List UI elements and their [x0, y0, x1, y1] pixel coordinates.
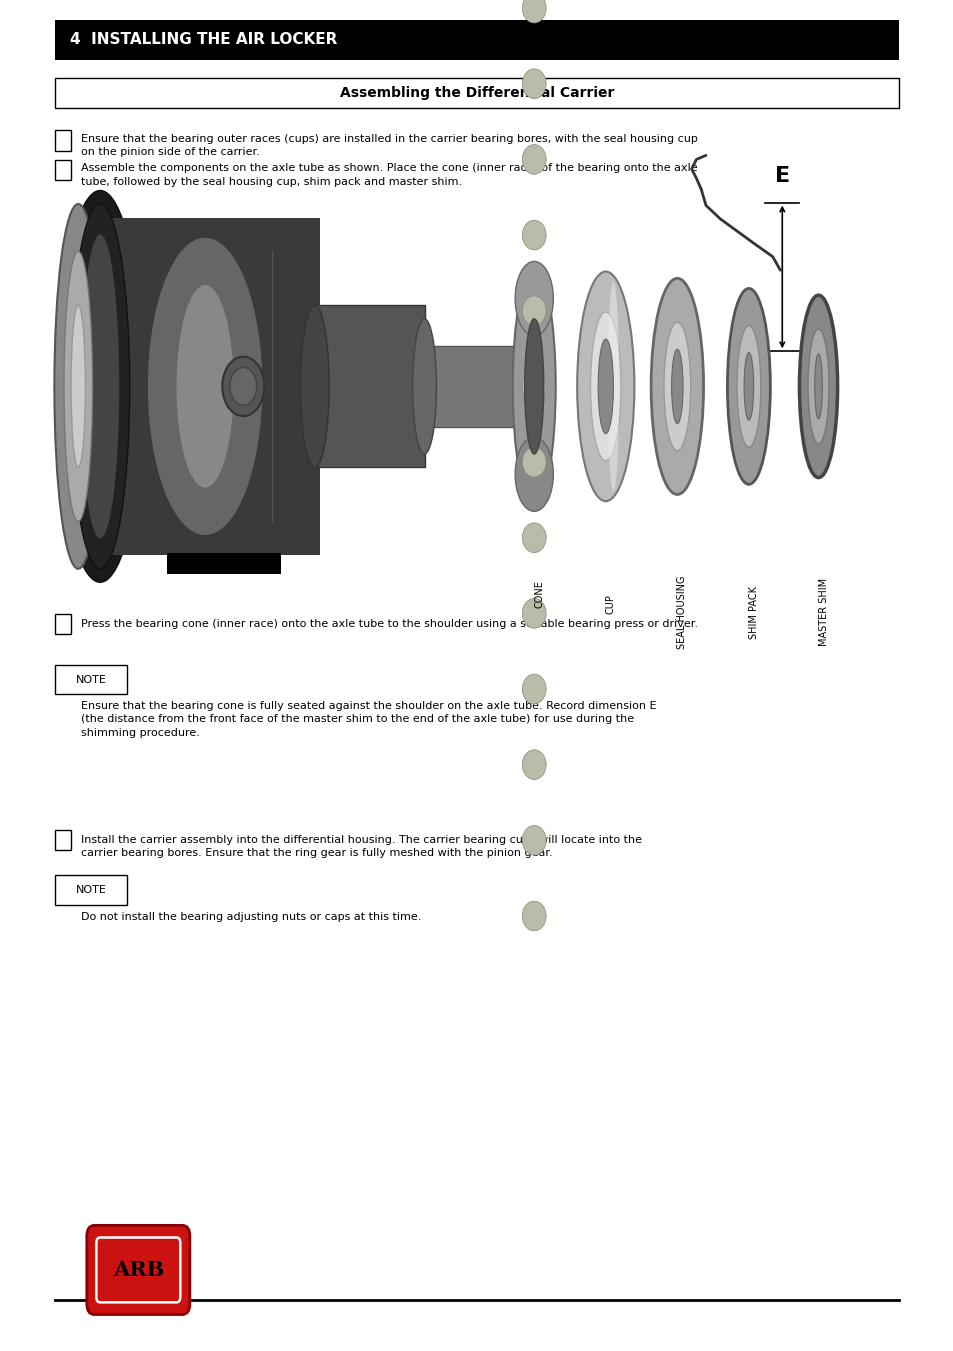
Bar: [55, 665, 127, 694]
Ellipse shape: [513, 269, 556, 505]
Ellipse shape: [726, 289, 770, 485]
Bar: [55, 875, 127, 905]
Ellipse shape: [598, 339, 613, 434]
Bar: [55, 613, 71, 634]
Ellipse shape: [148, 238, 262, 535]
Text: ARB: ARB: [112, 1260, 164, 1279]
Ellipse shape: [522, 523, 545, 553]
Ellipse shape: [522, 69, 545, 99]
Ellipse shape: [71, 204, 130, 569]
Ellipse shape: [522, 296, 545, 326]
FancyBboxPatch shape: [87, 1225, 190, 1315]
Bar: [81, 218, 319, 555]
Ellipse shape: [743, 353, 753, 420]
Bar: [55, 78, 898, 108]
Ellipse shape: [57, 190, 143, 582]
Text: Do not install the bearing adjusting nuts or caps at this time.: Do not install the bearing adjusting nut…: [81, 912, 421, 921]
Text: NOTE: NOTE: [75, 885, 107, 896]
Bar: [55, 830, 71, 851]
Ellipse shape: [300, 305, 329, 467]
Ellipse shape: [524, 319, 543, 454]
Ellipse shape: [522, 901, 545, 931]
Circle shape: [230, 367, 256, 405]
Ellipse shape: [522, 372, 545, 401]
Ellipse shape: [176, 285, 233, 488]
Circle shape: [222, 357, 264, 416]
Text: Assemble the components on the axle tube as shown. Place the cone (inner race) o: Assemble the components on the axle tube…: [81, 163, 697, 186]
Text: Ensure that the bearing outer races (cups) are installed in the carrier bearing : Ensure that the bearing outer races (cup…: [81, 134, 698, 157]
Ellipse shape: [522, 825, 545, 855]
Ellipse shape: [531, 346, 545, 427]
Ellipse shape: [522, 447, 545, 477]
Ellipse shape: [81, 235, 119, 539]
Text: 4  INSTALLING THE AIR LOCKER: 4 INSTALLING THE AIR LOCKER: [70, 32, 336, 47]
Ellipse shape: [515, 262, 553, 336]
Text: Ensure that the bearing cone is fully seated against the shoulder on the axle tu: Ensure that the bearing cone is fully se…: [81, 701, 656, 738]
Bar: [55, 130, 71, 150]
Ellipse shape: [799, 296, 837, 478]
Ellipse shape: [522, 220, 545, 250]
Text: MASTER SHIM: MASTER SHIM: [818, 578, 827, 646]
Ellipse shape: [54, 204, 102, 569]
Ellipse shape: [412, 319, 436, 454]
Bar: [314, 305, 424, 467]
Ellipse shape: [522, 145, 545, 174]
Bar: [55, 20, 898, 61]
Ellipse shape: [607, 282, 618, 492]
Bar: [55, 159, 71, 180]
Bar: [424, 346, 538, 427]
Text: NOTE: NOTE: [75, 674, 107, 685]
Ellipse shape: [515, 438, 553, 512]
Text: Install the carrier assembly into the differential housing. The carrier bearing : Install the carrier assembly into the di…: [81, 835, 641, 858]
Ellipse shape: [671, 350, 682, 424]
Text: CONE: CONE: [534, 581, 543, 608]
Text: Press the bearing cone (inner race) onto the axle tube to the shoulder using a s: Press the bearing cone (inner race) onto…: [81, 619, 698, 628]
Ellipse shape: [71, 305, 86, 467]
Text: SEAL HOUSING: SEAL HOUSING: [677, 576, 686, 648]
Ellipse shape: [650, 278, 702, 494]
Ellipse shape: [590, 312, 620, 461]
Text: Assembling the Differential Carrier: Assembling the Differential Carrier: [339, 86, 614, 100]
Text: SHIM PACK: SHIM PACK: [748, 585, 758, 639]
Text: E: E: [774, 166, 789, 186]
Ellipse shape: [64, 251, 92, 521]
Ellipse shape: [814, 354, 821, 419]
Ellipse shape: [522, 598, 545, 628]
Ellipse shape: [577, 272, 634, 501]
Ellipse shape: [737, 326, 760, 447]
Ellipse shape: [522, 750, 545, 780]
Bar: [167, 553, 281, 574]
Ellipse shape: [663, 322, 690, 451]
Text: CUP: CUP: [605, 594, 615, 613]
Ellipse shape: [522, 674, 545, 704]
Ellipse shape: [807, 330, 828, 444]
Ellipse shape: [522, 0, 545, 23]
